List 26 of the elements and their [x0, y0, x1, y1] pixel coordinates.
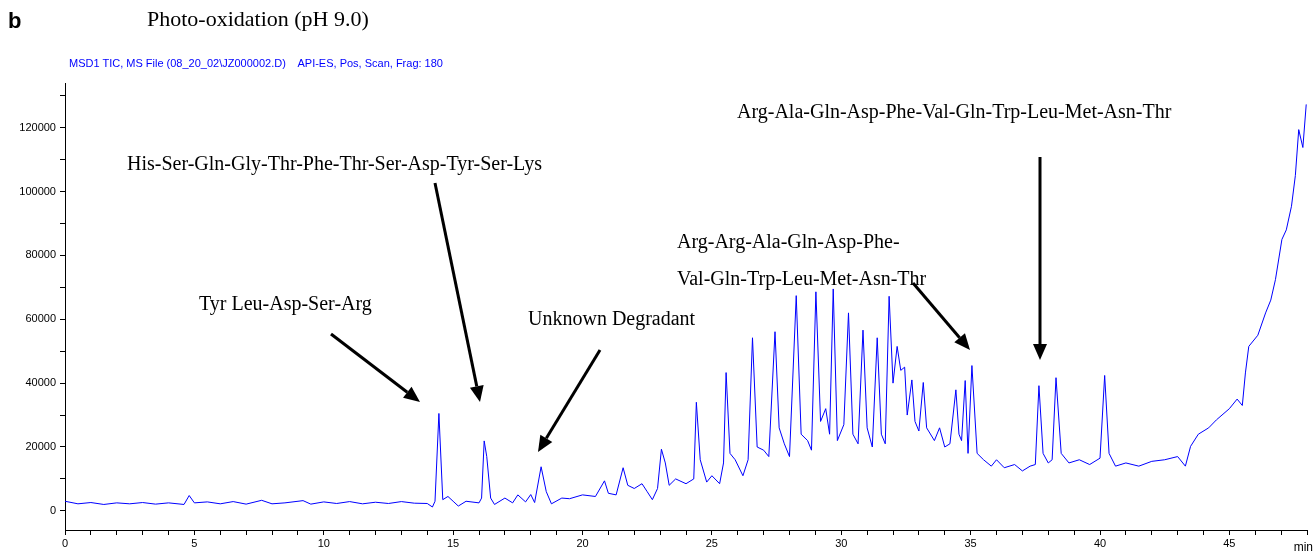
y-tick-label: 20000 — [25, 440, 56, 453]
y-tick-label: 120000 — [19, 120, 56, 133]
x-tick-label: 20 — [576, 536, 589, 549]
x-tick-label: 35 — [964, 536, 977, 549]
annotation: Tyr Leu-Asp-Ser-Arg — [199, 291, 372, 317]
x-tick-label: 0 — [61, 536, 69, 549]
y-tick-label: 100000 — [19, 184, 56, 197]
x-tick-label: 5 — [191, 536, 198, 549]
y-tick-label: 60000 — [25, 312, 56, 325]
text: b — [8, 8, 22, 34]
annotation: Arg-Ala-Gln-Asp-Phe-Val-Gln-Trp-Leu-Met-Asn-Thr — [737, 99, 1172, 125]
y-tick-label: 40000 — [25, 376, 56, 389]
x-tick-label: 30 — [835, 536, 848, 549]
x-tick-label: 25 — [705, 536, 718, 549]
annotation: His-Ser-Gln-Gly-Thr-Phe-Thr-Ser-Asp-Tyr-Ser-Lys — [127, 151, 542, 177]
x-tick-label: 45 — [1223, 536, 1236, 549]
x-tick-label: 10 — [317, 536, 330, 549]
annotation: Unknown Degradant — [528, 306, 696, 332]
y-tick-label: 80000 — [25, 248, 56, 261]
chart-subtitle: MSD1 TIC, MS File (08_20_02\JZ000002.D) API-ES, Pos, Scan, Frag: 180 — [69, 57, 443, 69]
chart-title: Photo-oxidation (pH 9.0) — [147, 6, 369, 32]
x-axis-title: min — [1293, 540, 1313, 555]
annotation: Arg-Arg-Ala-Gln-Asp-Phe- Val-Gln-Trp-Leu-Met-Asn-Thr — [677, 229, 927, 292]
x-tick-label: 15 — [447, 536, 460, 549]
y-tick-label: 0 — [49, 503, 56, 516]
x-tick-label: 40 — [1093, 536, 1107, 549]
